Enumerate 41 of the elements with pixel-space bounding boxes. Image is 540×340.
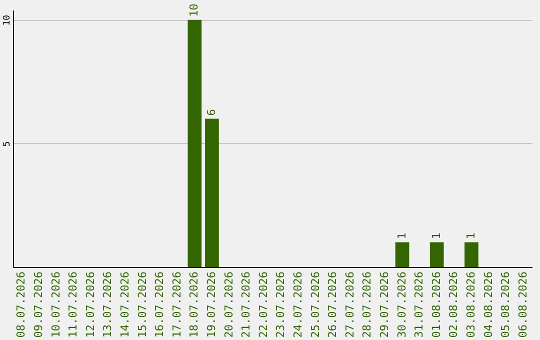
x-tick-label: 04.08.2026: [482, 272, 495, 338]
x-tick-label: 06.08.2026: [516, 272, 530, 338]
x-tick-label: 11.07.2026: [66, 272, 80, 338]
data-label: 1: [430, 232, 443, 240]
x-tick-label: 27.07.2026: [343, 272, 356, 338]
x-tick-label: 22.07.2026: [256, 272, 270, 338]
x-tick-label: 29.07.2026: [378, 272, 391, 338]
x-tick-label: 30.07.2026: [395, 272, 408, 338]
x-tick-label: 08.07.2026: [14, 272, 28, 338]
x-tick-label: 16.07.2026: [153, 272, 166, 338]
x-tick-label: 09.07.2026: [32, 272, 45, 338]
bar: [430, 242, 444, 267]
x-tick-label: 10.07.2026: [49, 272, 62, 338]
x-tick-label: 15.07.2026: [136, 272, 149, 338]
x-tick-label: 17.07.2026: [170, 272, 184, 338]
x-tick-label: 23.07.2026: [274, 272, 288, 338]
x-tick-label: 13.07.2026: [101, 272, 114, 338]
x-tick-label: 24.07.2026: [291, 272, 304, 338]
x-tick-label: 26.07.2026: [326, 272, 340, 338]
data-label: 10: [188, 4, 201, 17]
data-label: 6: [204, 109, 218, 116]
x-tick-label: 12.07.2026: [84, 272, 97, 338]
x-tick-label: 28.07.2026: [360, 272, 374, 338]
x-tick-label: 21.07.2026: [240, 272, 253, 338]
bar: [205, 118, 219, 267]
bar: [188, 20, 202, 267]
y-tick-label: 5: [2, 141, 12, 147]
bar: [464, 242, 478, 267]
data-label: 1: [395, 232, 408, 240]
x-tick-label: 18.07.2026: [188, 272, 201, 338]
x-tick-label: 05.08.2026: [499, 272, 512, 338]
data-label: 1: [464, 232, 478, 240]
x-tick-label: 19.07.2026: [204, 272, 218, 338]
x-tick-label: 14.07.2026: [118, 272, 132, 338]
x-tick-label: 20.07.2026: [222, 272, 236, 338]
x-tick-label: 31.07.2026: [412, 272, 426, 338]
x-tick-label: 02.08.2026: [447, 272, 460, 338]
x-tick-label: 25.07.2026: [308, 272, 322, 338]
x-tick-label: 03.08.2026: [464, 272, 478, 338]
x-tick-label: 01.08.2026: [430, 272, 443, 338]
bar: [395, 242, 410, 267]
